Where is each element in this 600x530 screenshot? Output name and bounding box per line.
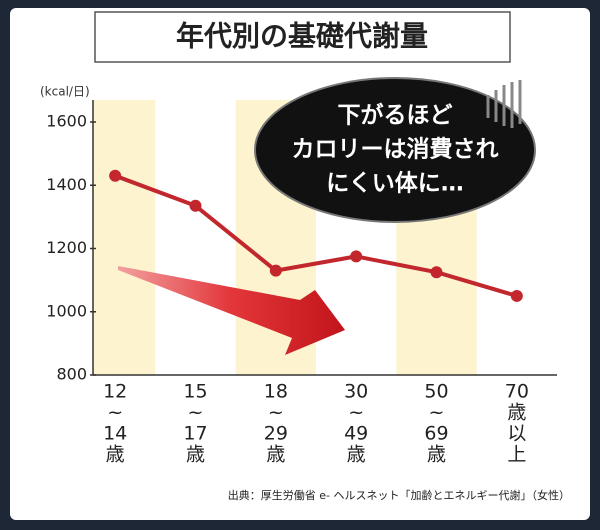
x-tick-label: 14 xyxy=(103,423,127,445)
chart-title: 年代別の基礎代謝量 xyxy=(176,20,428,53)
trend-arrow xyxy=(118,266,345,355)
callout-text: カロリーは消費され xyxy=(292,137,499,163)
x-tick-label: 49 xyxy=(344,423,368,445)
x-tick-label: ~ xyxy=(429,402,445,424)
callout-text: にくい体に… xyxy=(326,171,464,197)
x-tick-label: 歳 xyxy=(427,444,446,466)
x-tick-label: 歳 xyxy=(186,444,205,466)
data-point xyxy=(189,199,202,212)
y-tick-label: 1200 xyxy=(46,238,87,257)
title-box xyxy=(94,11,511,63)
callout-text: 下がるほど xyxy=(338,102,453,129)
y-tick-label: 800 xyxy=(56,365,87,384)
x-tick-label: 70 xyxy=(505,381,529,403)
x-tick-label: ~ xyxy=(188,402,204,424)
x-tick-label: 50 xyxy=(424,381,448,403)
data-point xyxy=(430,266,443,279)
x-tick-label: 15 xyxy=(183,381,207,403)
x-tick-label: 歳 xyxy=(106,444,125,466)
source-note: 出典：厚生労働省 e- ヘルスネット「加齢とエネルギー代謝」（女性） xyxy=(228,488,570,502)
data-line xyxy=(114,173,518,298)
x-tick-label: 歳 xyxy=(347,444,366,466)
x-tick-label: 上 xyxy=(507,444,526,466)
callout-bubble xyxy=(254,77,536,223)
x-tick-label: 69 xyxy=(424,423,448,445)
x-tick-label: 以 xyxy=(507,423,526,445)
x-tick-label: 12 xyxy=(103,381,127,403)
shake-lines xyxy=(486,80,522,128)
y-axis-label: (kcal/日) xyxy=(40,85,90,99)
column-stripe xyxy=(93,100,156,375)
x-tick-label: 18 xyxy=(264,381,288,403)
x-tick-label: 29 xyxy=(264,423,288,445)
data-point xyxy=(109,169,122,182)
y-tick-label: 1400 xyxy=(46,175,87,194)
x-tick-label: 17 xyxy=(183,423,207,445)
x-tick-label: 30 xyxy=(344,381,368,403)
x-tick-label: ~ xyxy=(348,402,364,424)
data-point xyxy=(510,289,523,302)
y-tick-label: 1600 xyxy=(46,112,87,131)
data-point xyxy=(350,250,363,263)
x-tick-label: ~ xyxy=(107,402,123,424)
x-tick-label: 歳 xyxy=(507,402,526,424)
x-tick-label: ~ xyxy=(268,402,284,424)
x-tick-label: 歳 xyxy=(266,444,285,466)
data-point xyxy=(269,264,282,277)
y-tick-label: 1000 xyxy=(46,301,87,320)
